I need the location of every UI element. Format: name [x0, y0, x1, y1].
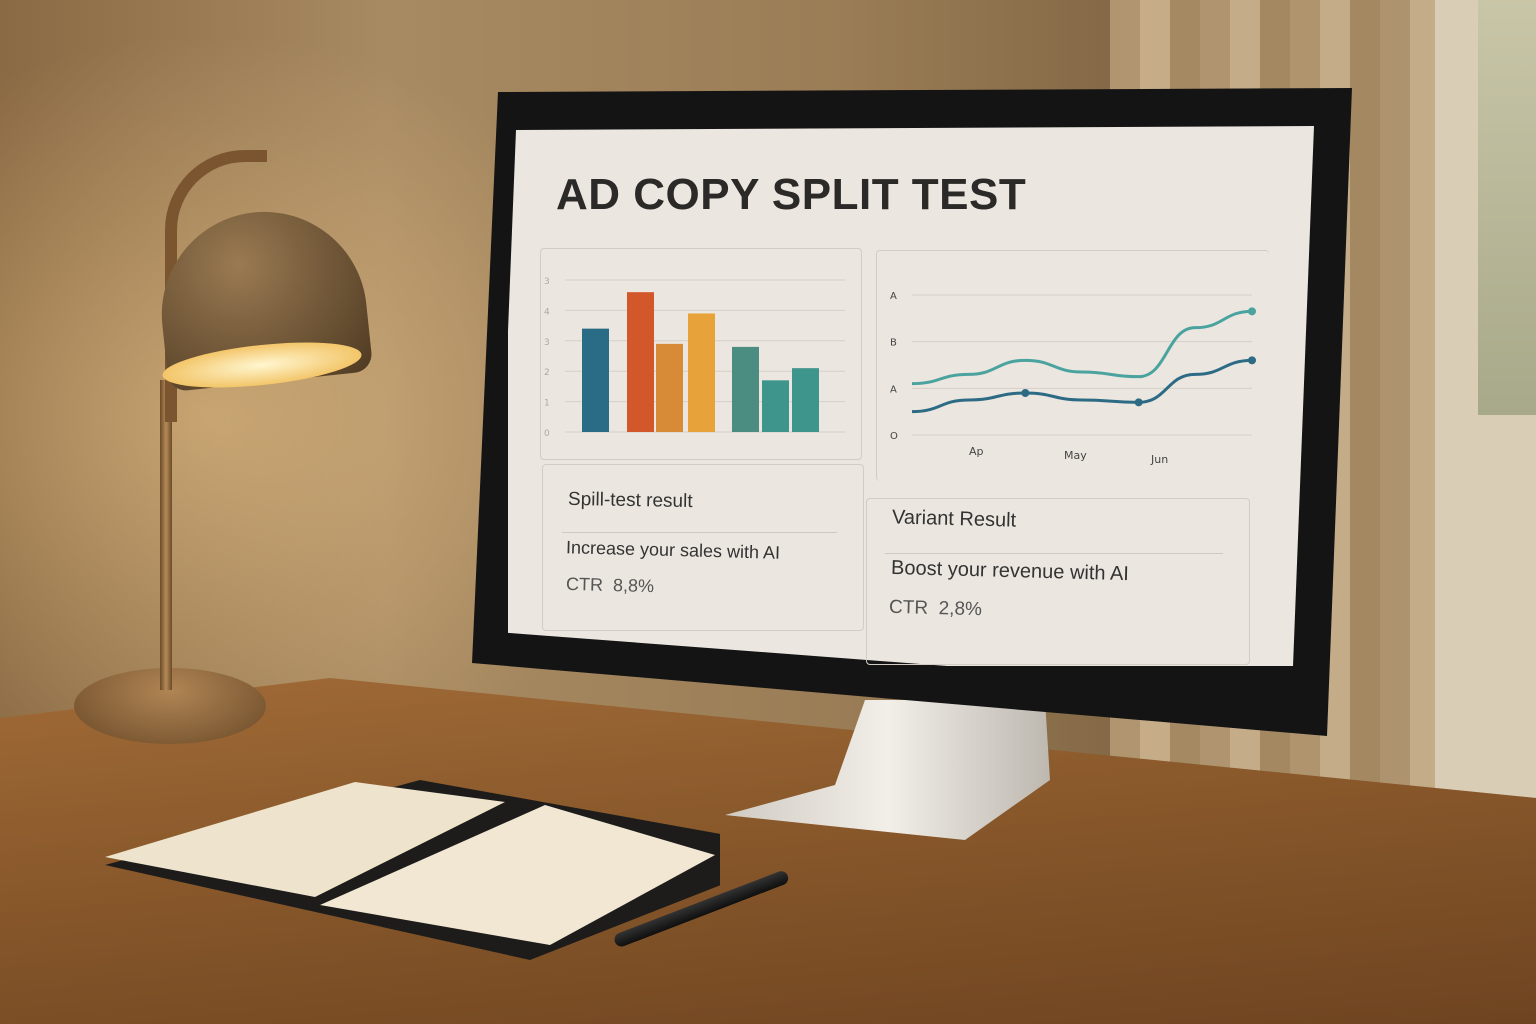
ctr-value: 8,8%	[612, 575, 655, 597]
y-tick-label: 2	[544, 368, 550, 378]
line-chart-panel	[876, 250, 1269, 481]
bar	[732, 346, 759, 432]
lamp-pole	[160, 380, 172, 690]
y-tick-label: 3	[544, 277, 550, 287]
bar-chart-panel	[540, 248, 862, 460]
bar	[582, 328, 609, 432]
x-tick-label: Jun	[1150, 453, 1168, 466]
result-heading: Spill-test result	[567, 488, 693, 513]
divider	[885, 553, 1223, 554]
bar	[627, 292, 654, 432]
bar	[656, 343, 683, 432]
y-tick-label: 0	[544, 429, 550, 439]
y-tick-label: A	[890, 384, 897, 395]
y-tick-label: 1	[544, 399, 550, 409]
y-tick-label: O	[890, 431, 898, 442]
result-card-left	[542, 464, 864, 631]
x-tick-label: Ap	[969, 445, 984, 458]
ctr-label: CTR	[565, 573, 604, 595]
data-point	[1248, 307, 1256, 316]
bar	[762, 380, 789, 432]
bar	[792, 368, 819, 432]
divider	[562, 532, 837, 533]
bar	[688, 313, 715, 432]
data-point	[1248, 356, 1256, 365]
series-line	[911, 309, 1253, 386]
window-pane	[1478, 0, 1536, 415]
page-title: AD COPY SPLIT TEST	[556, 170, 1027, 219]
ctr-value: 2,8%	[938, 598, 983, 621]
x-tick-label: May	[1064, 449, 1087, 462]
bar-chart: 0 1 2 3 4 3	[544, 277, 845, 439]
ctr-metric: CTR 8,8%	[566, 574, 655, 597]
result-heading: Variant Result	[891, 506, 1017, 532]
line-chart: O A B A Ap May Jun	[890, 291, 1256, 466]
y-tick-label: 4	[544, 307, 550, 317]
y-tick-label: B	[890, 338, 897, 349]
ctr-label: CTR	[888, 596, 929, 619]
data-point	[1021, 389, 1030, 397]
data-point	[1134, 398, 1143, 407]
series-line	[911, 358, 1253, 414]
y-tick-label: 3	[544, 338, 550, 348]
result-card-right	[866, 498, 1250, 665]
y-tick-label: A	[890, 291, 897, 302]
ctr-metric: CTR 2,8%	[889, 597, 982, 621]
